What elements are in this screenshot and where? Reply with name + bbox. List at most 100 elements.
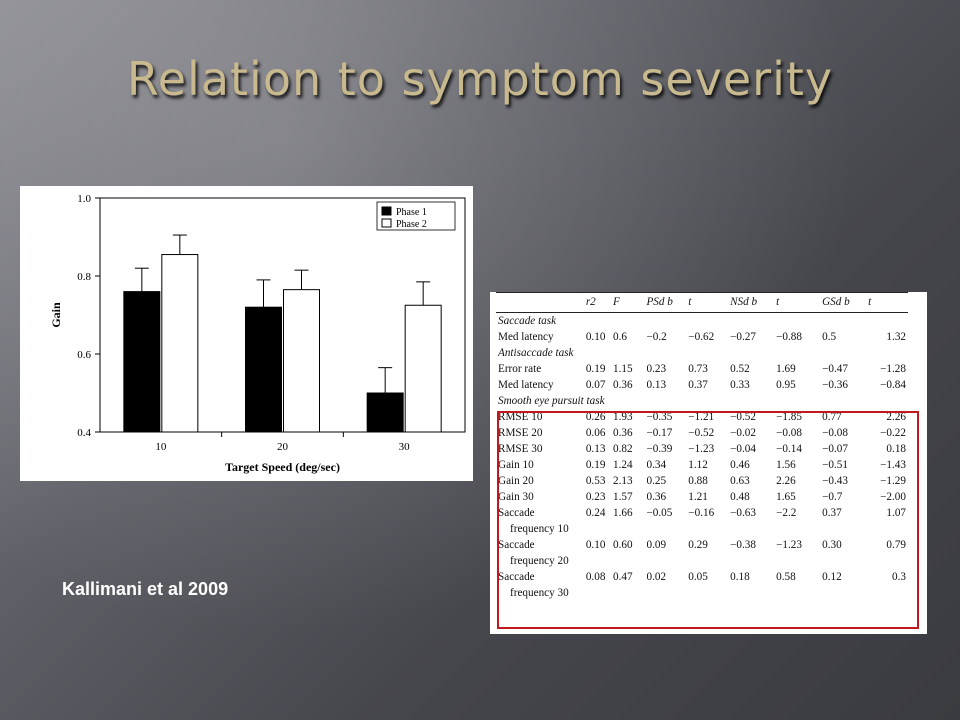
table-cell: 1.32 xyxy=(886,331,906,343)
row-label: Med latency xyxy=(498,331,554,343)
table-cell: 0.77 xyxy=(822,411,842,423)
legend-label: Phase 2 xyxy=(396,219,427,230)
table-cell: 0.79 xyxy=(886,539,906,551)
section-label: Smooth eye pursuit task xyxy=(498,395,605,407)
table-cell: 0.48 xyxy=(730,491,750,503)
table-cell: −0.08 xyxy=(776,427,802,439)
table-cell: 0.10 xyxy=(585,331,606,343)
table-cell: −0.7 xyxy=(822,491,843,503)
table-cell: 0.33 xyxy=(730,379,750,391)
table-cell: 0.24 xyxy=(585,507,606,519)
table-cell: 0.19 xyxy=(585,459,606,471)
table-section-row: Smooth eye pursuit task xyxy=(496,393,908,409)
row-label-continuation: frequency 20 xyxy=(510,555,569,567)
row-label: Gain 20 xyxy=(498,475,534,487)
table-row: Saccade 0.10 0.60 0.09 0.29 −0.38 −1.23 0.30 0.7… xyxy=(496,537,908,553)
table-cell: 2.26 xyxy=(886,411,906,423)
x-axis-label: Target Speed (deg/sec) xyxy=(225,460,340,474)
bar xyxy=(245,306,282,433)
table-cell: 0.23 xyxy=(585,491,606,503)
table-cell: 0.18 xyxy=(730,571,750,583)
table-cell: 0.58 xyxy=(776,571,796,583)
table-cell: 0.06 xyxy=(585,427,606,439)
table-row: Saccade 0.08 0.47 0.02 0.05 0.18 0.58 0.12 0.3 xyxy=(496,569,908,585)
slide-title: Relation to symptom severity xyxy=(126,52,834,106)
table-cell: 0.30 xyxy=(822,539,842,551)
bar xyxy=(404,304,442,433)
regression-table-panel: r2 F PSd b t NSd b t GSd b t Saccade tas… xyxy=(490,292,927,634)
row-label: RMSE 30 xyxy=(498,443,543,455)
table-cell: −0.07 xyxy=(822,443,848,455)
table-cell: 1.57 xyxy=(613,491,633,503)
table-cell: 0.36 xyxy=(613,427,633,439)
table-cell: −0.17 xyxy=(646,427,673,439)
table-cell: −0.22 xyxy=(880,427,906,439)
header-cell: t xyxy=(774,292,821,313)
header-cell xyxy=(496,292,584,313)
table-cell: 0.95 xyxy=(776,379,796,391)
row-label: Med latency xyxy=(498,379,554,391)
row-label: RMSE 20 xyxy=(498,427,543,439)
table-section-row: Saccade task xyxy=(496,313,908,330)
table-row-continuation: frequency 30 xyxy=(496,585,908,601)
table-cell: 0.6 xyxy=(613,331,627,343)
table-cell: −0.63 xyxy=(730,507,756,519)
table-cell: 0.25 xyxy=(646,475,667,487)
table-cell: −0.02 xyxy=(730,427,756,439)
legend-label: Phase 1 xyxy=(396,207,427,218)
header-cell: PSd b xyxy=(644,292,687,313)
y-tick-label: 0.8 xyxy=(77,271,91,283)
table-cell: 1.15 xyxy=(613,363,633,375)
row-label: Error rate xyxy=(498,363,542,375)
table-cell: −0.39 xyxy=(646,443,673,455)
table-cell: −0.38 xyxy=(730,539,756,551)
table-row: Gain 20 0.53 2.13 0.25 0.88 0.63 2.26 −0.43 −1.2… xyxy=(496,473,908,489)
citation: Kallimani et al 2009 xyxy=(62,579,229,599)
table-cell: −0.04 xyxy=(730,443,756,455)
header-r2: r2 xyxy=(583,292,612,313)
x-tick-label: 10 xyxy=(155,441,167,453)
row-label-continuation: frequency 30 xyxy=(510,587,569,599)
section-label: Saccade task xyxy=(498,315,557,327)
table-cell: −0.35 xyxy=(646,411,673,423)
table-cell: 0.12 xyxy=(822,571,842,583)
table-cell: 0.63 xyxy=(730,475,750,487)
table-cell: −0.2 xyxy=(646,331,667,343)
x-tick-label: 20 xyxy=(277,441,289,453)
table-cell: 0.46 xyxy=(730,459,750,471)
table-row: Gain 30 0.23 1.57 0.36 1.21 0.48 1.65 −0.7 −2.00 xyxy=(496,489,908,505)
table-cell: 0.52 xyxy=(730,363,750,375)
row-label: Gain 30 xyxy=(498,491,534,503)
table-cell: −1.85 xyxy=(776,411,802,423)
table-header-row: r2 F PSd b t NSd b t GSd b t xyxy=(496,292,908,313)
table-cell: 0.23 xyxy=(646,363,667,375)
table-cell: −1.23 xyxy=(688,443,715,455)
table-cell: 0.53 xyxy=(585,475,606,487)
bar xyxy=(123,291,161,433)
table-cell: 1.56 xyxy=(776,459,796,471)
table-cell: 1.12 xyxy=(688,459,708,471)
gain-bar-chart: 0.4 0.6 0.8 1.0 10 20 30 Target Speed (deg/sec)… xyxy=(49,193,466,474)
table-cell: −0.47 xyxy=(822,363,848,375)
regression-table: r2 F PSd b t NSd b t GSd b t Saccade tas… xyxy=(496,292,908,601)
row-label: Saccade xyxy=(498,539,535,551)
table-cell: 2.26 xyxy=(776,475,796,487)
table-cell: 0.02 xyxy=(646,571,667,583)
table-cell: 0.13 xyxy=(585,443,606,455)
table-cell: −0.88 xyxy=(776,331,802,343)
table-row: Gain 10 0.19 1.24 0.34 1.12 0.46 1.56 −0.51 −1.4… xyxy=(496,457,908,473)
table-cell: 0.88 xyxy=(688,475,708,487)
table-cell: 0.34 xyxy=(646,459,667,471)
table-cell: 0.36 xyxy=(613,379,633,391)
table-cell: 2.13 xyxy=(613,475,633,487)
table-row: RMSE 10 0.26 1.93 −0.35 −1.21 −0.52 −1.85 0.77 2… xyxy=(496,409,908,425)
table-cell: 0.10 xyxy=(585,539,606,551)
table-cell: −0.84 xyxy=(880,379,906,391)
table-cell: −0.52 xyxy=(688,427,715,439)
header-cell: GSd b xyxy=(820,292,867,313)
table-cell: −0.43 xyxy=(822,475,848,487)
table-body: Saccade task Med latency 0.10 0.6 −0.2 −0.62 −… xyxy=(496,313,908,602)
header-cell: NSd b xyxy=(728,292,775,313)
table-cell: 0.29 xyxy=(688,539,708,551)
bar xyxy=(161,254,199,433)
